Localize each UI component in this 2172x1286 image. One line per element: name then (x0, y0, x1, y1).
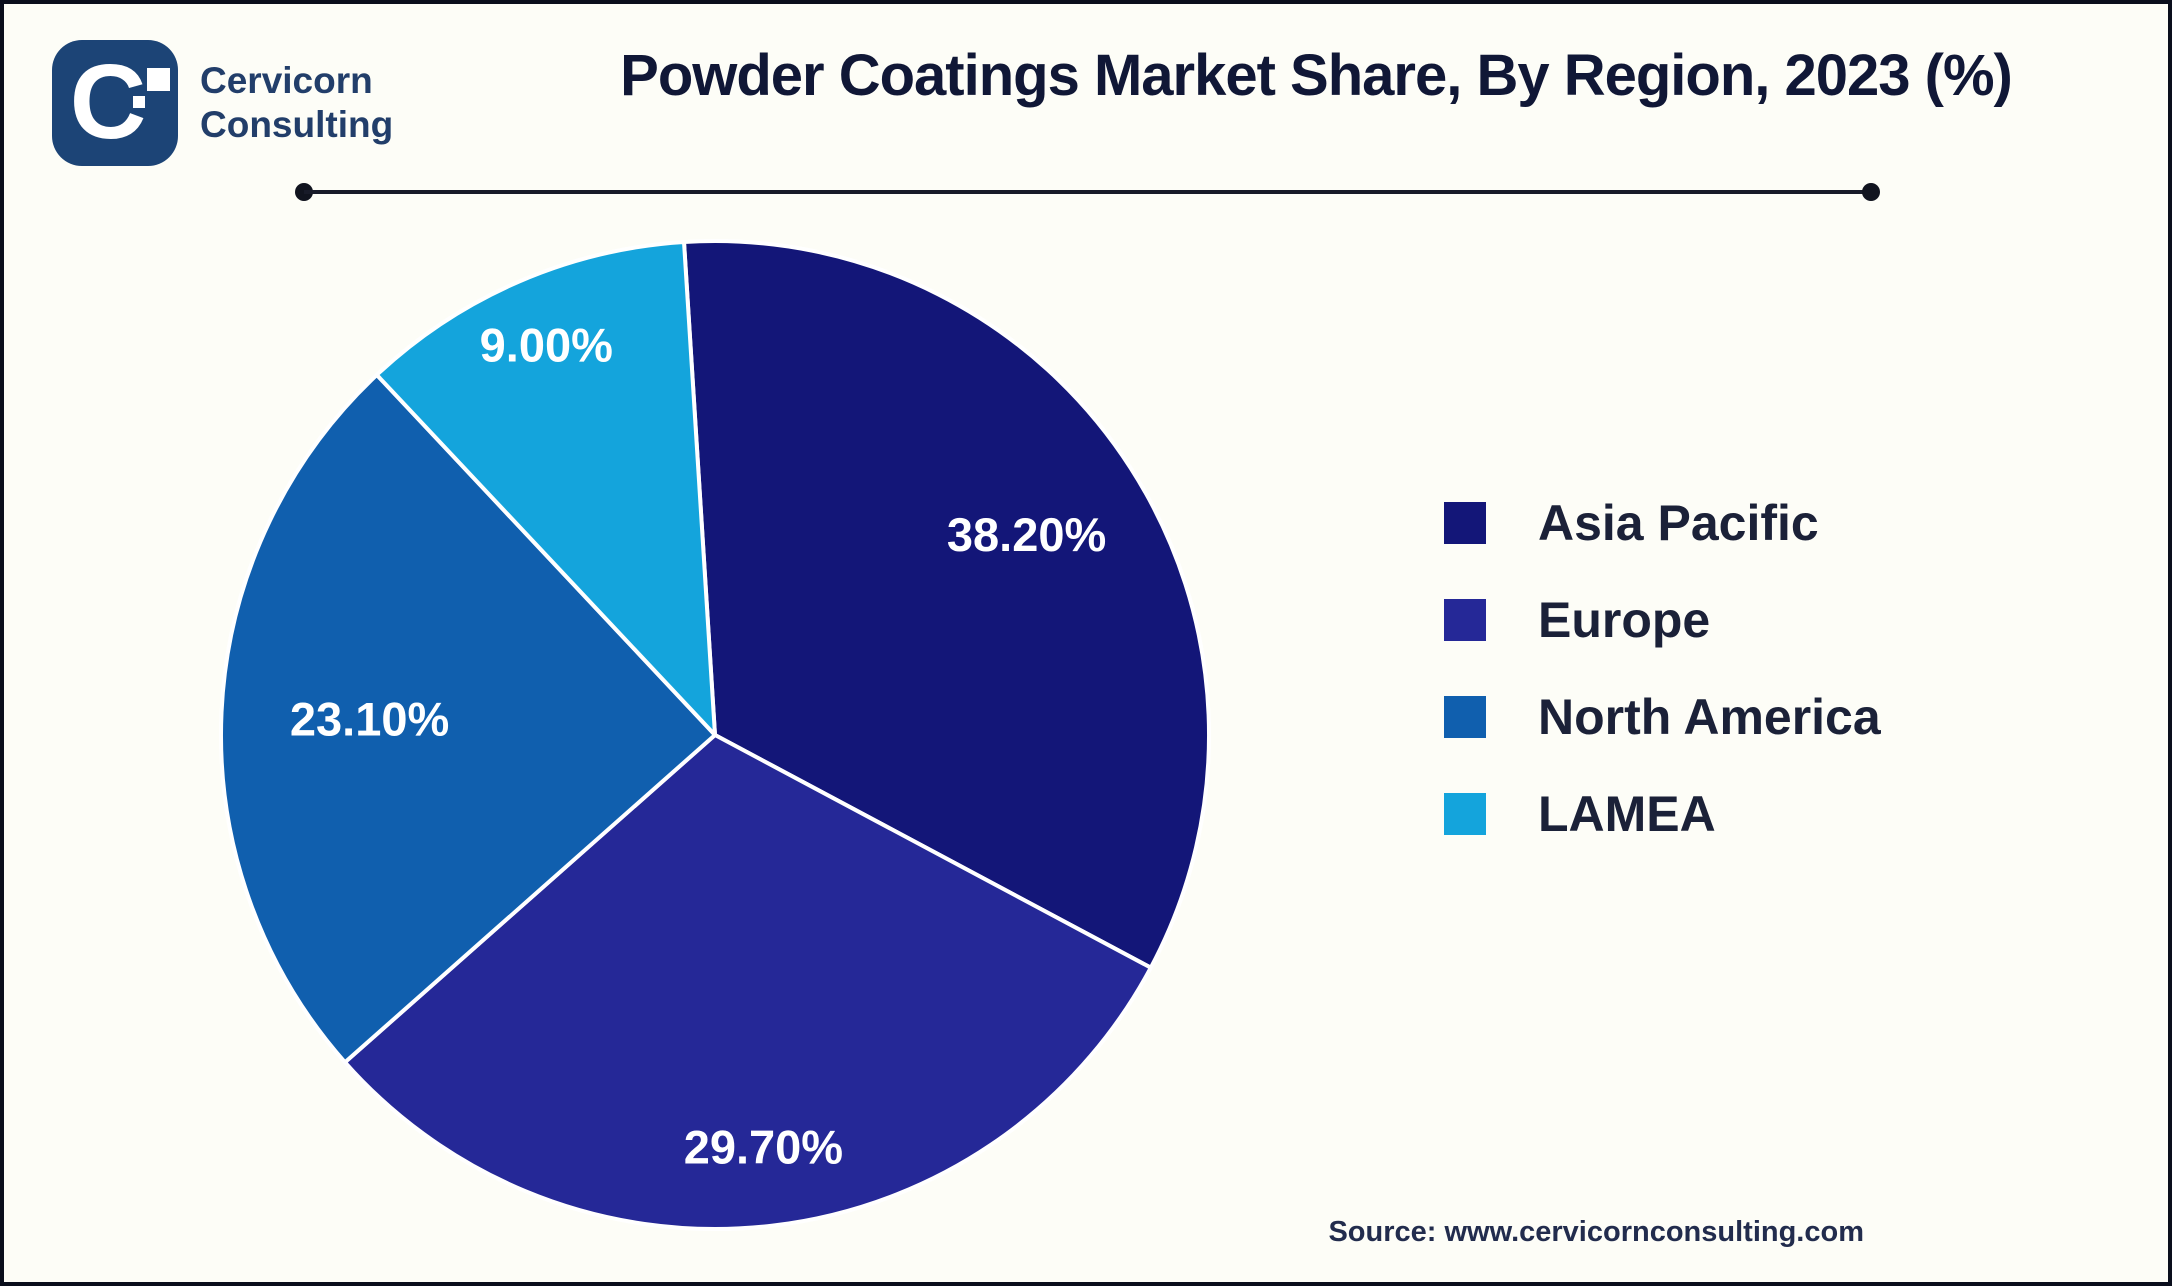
legend-swatch-north-america (1444, 696, 1486, 738)
logo-wordmark: Cervicorn Consulting (200, 59, 393, 147)
pie-slice-label-lamea: 9.00% (480, 319, 613, 372)
legend-label-north-america: North America (1538, 689, 1881, 745)
legend-swatch-lamea (1444, 793, 1486, 835)
legend-item-north-america: North America (1444, 689, 1881, 745)
logo-accent-square-small (133, 96, 145, 108)
cervicorn-logo-icon: C (52, 40, 178, 166)
legend-item-asia-pacific: Asia Pacific (1444, 495, 1881, 551)
legend-swatch-europe (1444, 599, 1486, 641)
logo-accent-square (147, 68, 170, 91)
legend-swatch-asia-pacific (1444, 502, 1486, 544)
cervicorn-logo: C Cervicorn Consulting (52, 40, 393, 166)
pie-slice-label-europe: 29.70% (684, 1121, 843, 1174)
legend-label-asia-pacific: Asia Pacific (1538, 495, 1819, 551)
chart-title: Powder Coatings Market Share, By Region,… (620, 43, 2013, 108)
divider-dot-right (1862, 183, 1880, 201)
pie-slice-label-north-america: 23.10% (290, 693, 449, 746)
logo-monogram: C (69, 43, 147, 161)
pie-slice-lamea (374, 240, 717, 737)
pie-slice-north-america (219, 372, 717, 1065)
logo-wordmark-line1: Cervicorn (200, 60, 373, 101)
pie-chart: 38.20% 29.70% 23.10% 9.00% (219, 239, 1212, 1232)
chart-legend: Asia Pacific Europe North America LAMEA (1444, 495, 1881, 842)
title-divider (295, 183, 1880, 201)
legend-label-europe: Europe (1538, 592, 1711, 648)
pie-slice-label-asia-pacific: 38.20% (947, 508, 1106, 561)
pie-slice-europe (343, 733, 1153, 1232)
legend-label-lamea: LAMEA (1538, 786, 1716, 842)
legend-item-europe: Europe (1444, 592, 1881, 648)
logo-wordmark-line2: Consulting (200, 104, 394, 145)
source-text: Source: www.cervicornconsulting.com (1328, 1216, 1864, 1248)
legend-item-lamea: LAMEA (1444, 786, 1881, 842)
pie-slice-asia-pacific (682, 239, 1212, 970)
divider-line (304, 190, 1871, 194)
